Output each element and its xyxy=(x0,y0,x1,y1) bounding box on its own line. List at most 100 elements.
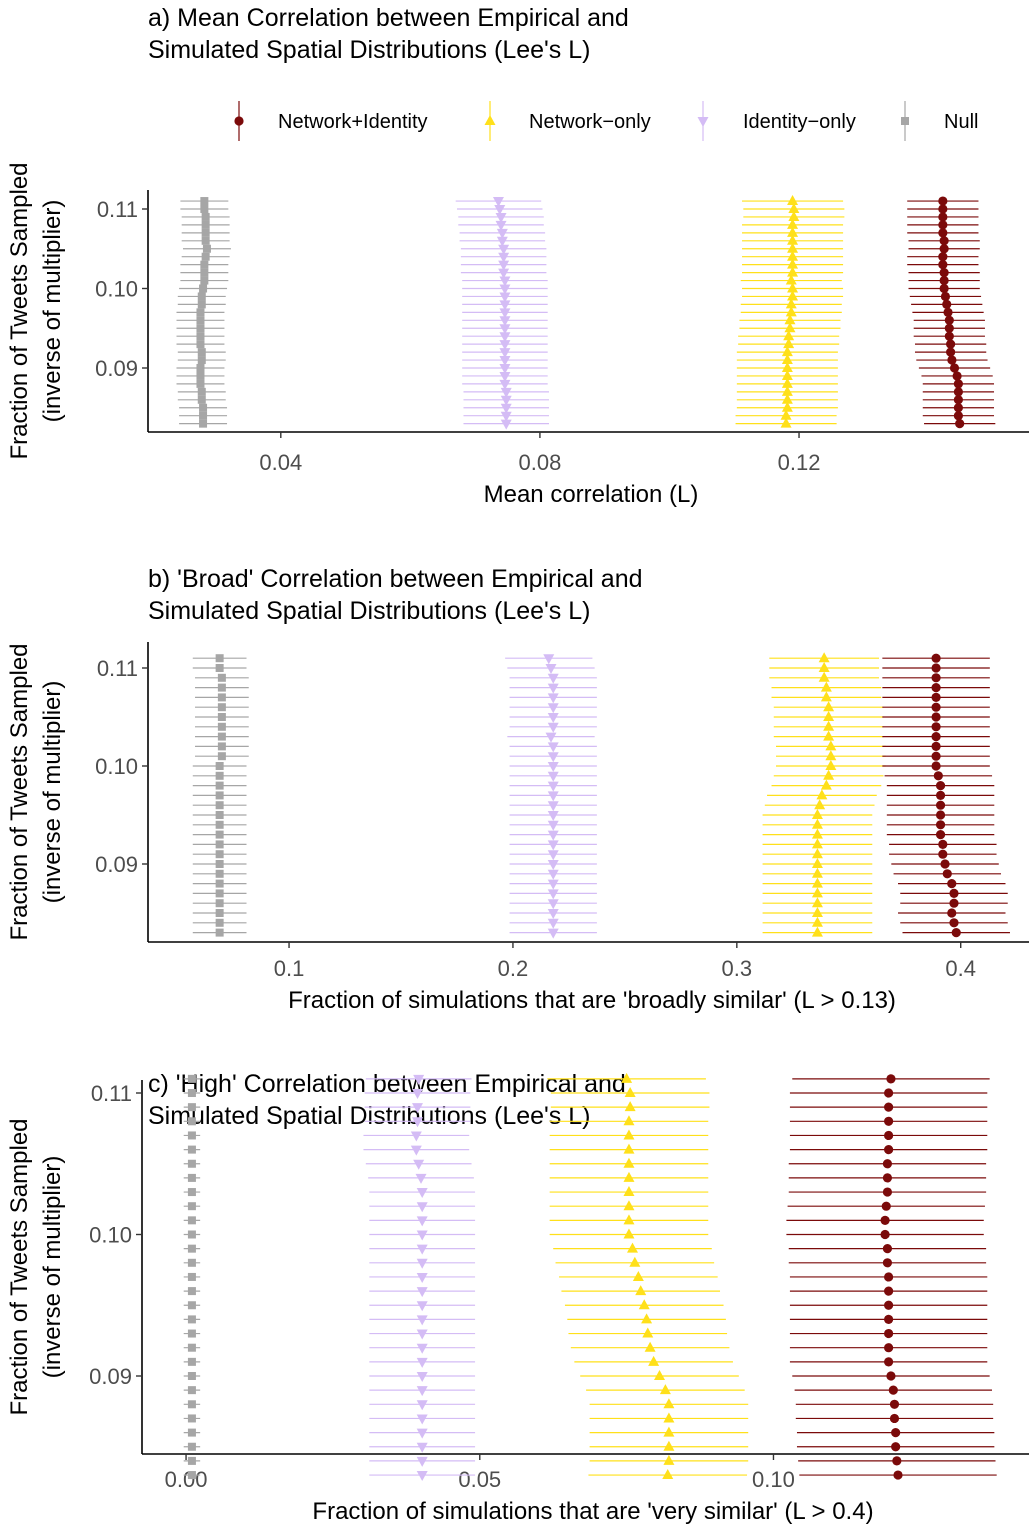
data-point xyxy=(499,364,511,374)
data-point xyxy=(547,850,559,861)
panel-title: c) 'High' Correlation between Empirical … xyxy=(148,1070,626,1098)
data-point xyxy=(411,1117,423,1128)
legend-item: Network+Identity xyxy=(234,101,428,141)
data-point xyxy=(638,1299,650,1310)
data-point xyxy=(882,1187,893,1197)
data-point xyxy=(196,364,205,372)
data-point xyxy=(200,276,209,285)
data-point xyxy=(499,308,511,319)
data-point xyxy=(410,1145,422,1156)
x-tick-label: 0.08 xyxy=(519,450,562,475)
y-axis-label: (inverse of multiplier) xyxy=(39,681,66,904)
data-point xyxy=(785,306,797,317)
data-point xyxy=(811,907,823,917)
data-point xyxy=(659,1384,671,1395)
data-point xyxy=(818,652,830,663)
data-point xyxy=(187,1089,196,1097)
data-point xyxy=(892,1456,902,1466)
data-point xyxy=(785,298,797,309)
data-point xyxy=(416,1287,428,1298)
data-point xyxy=(623,1214,635,1225)
series-network-identity xyxy=(907,196,996,429)
data-point xyxy=(953,387,963,397)
data-point xyxy=(939,244,949,254)
data-point xyxy=(781,393,793,404)
data-point xyxy=(495,220,507,231)
data-point xyxy=(938,252,948,262)
data-point xyxy=(547,909,559,919)
data-point xyxy=(215,909,224,917)
data-point xyxy=(416,1386,428,1397)
data-point xyxy=(953,395,963,405)
data-point xyxy=(499,379,511,390)
data-point xyxy=(787,226,799,237)
data-point xyxy=(416,1258,428,1269)
data-point xyxy=(621,1072,633,1083)
data-point xyxy=(940,291,951,302)
data-point xyxy=(547,742,559,753)
data-point xyxy=(187,1372,196,1380)
data-point xyxy=(944,315,954,325)
data-point xyxy=(416,1471,428,1482)
data-point xyxy=(200,268,209,277)
data-point xyxy=(893,1470,903,1480)
data-point xyxy=(547,889,559,900)
data-point xyxy=(953,403,963,413)
y-tick-label: 0.11 xyxy=(97,656,138,681)
panel-a: a) Mean Correlation between Empirical an… xyxy=(6,4,1029,508)
data-point xyxy=(946,339,956,349)
x-axis-label: Mean correlation (L) xyxy=(484,481,699,508)
data-point xyxy=(547,781,559,792)
legend-key-marker xyxy=(901,117,909,125)
data-point xyxy=(938,849,948,859)
data-point xyxy=(500,387,512,398)
data-point xyxy=(217,703,226,712)
data-point xyxy=(931,663,941,673)
data-point xyxy=(787,242,799,253)
data-point xyxy=(931,732,941,742)
data-point xyxy=(201,252,210,261)
data-point xyxy=(629,1256,641,1267)
series-network-only xyxy=(735,195,845,428)
data-point xyxy=(938,220,948,230)
data-point xyxy=(187,1173,196,1182)
data-point xyxy=(496,228,508,239)
y-tick-label: 0.10 xyxy=(95,754,138,779)
data-point xyxy=(416,1244,428,1255)
legend-key-marker xyxy=(234,116,244,126)
series-null xyxy=(183,1074,201,1480)
data-point xyxy=(884,1116,894,1126)
data-point xyxy=(781,346,793,357)
data-point xyxy=(215,791,224,800)
data-point xyxy=(785,274,797,285)
data-point xyxy=(215,899,224,908)
data-point xyxy=(217,693,226,702)
data-point xyxy=(811,867,823,878)
data-point xyxy=(416,1301,428,1312)
data-point xyxy=(215,860,224,868)
data-point xyxy=(500,411,512,422)
data-point xyxy=(197,348,206,357)
data-point xyxy=(811,818,823,829)
data-point xyxy=(939,236,949,246)
data-point xyxy=(547,840,559,851)
data-point xyxy=(648,1355,660,1366)
data-point xyxy=(787,282,799,293)
data-point xyxy=(944,331,954,341)
data-point xyxy=(543,654,555,665)
data-point xyxy=(884,1343,894,1353)
data-point xyxy=(935,800,946,810)
y-tick-label: 0.11 xyxy=(91,1081,132,1106)
data-point xyxy=(886,1371,896,1381)
data-point xyxy=(215,830,224,839)
data-point xyxy=(811,897,823,908)
data-point xyxy=(632,1270,644,1281)
data-point xyxy=(663,1440,675,1451)
data-point xyxy=(545,732,557,743)
data-point xyxy=(884,1328,894,1339)
data-point xyxy=(187,1442,196,1451)
data-point xyxy=(187,1131,196,1140)
y-tick-label: 0.11 xyxy=(97,197,138,222)
legend-label: Network−only xyxy=(529,111,651,133)
data-point xyxy=(818,662,830,672)
